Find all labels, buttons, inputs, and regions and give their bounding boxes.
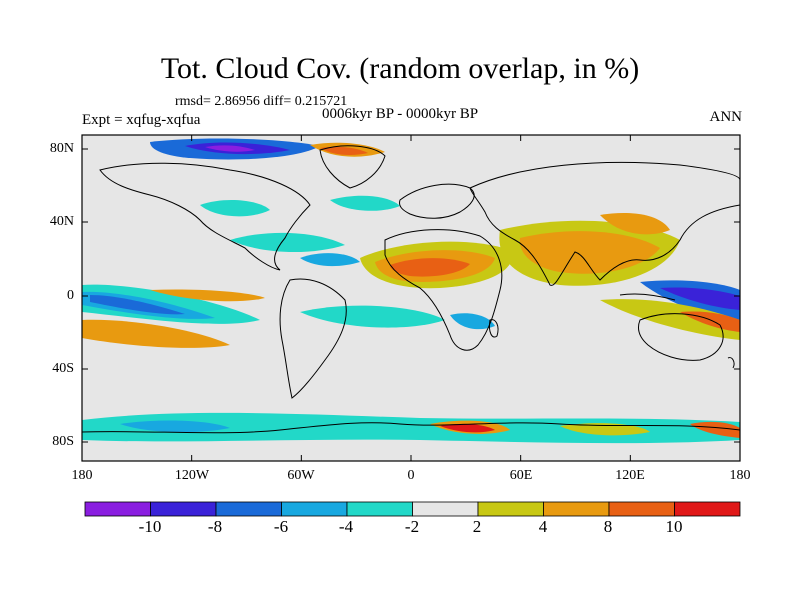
anomaly-sw-pacific-strong xyxy=(680,311,740,332)
colorbar-label-9: 10 xyxy=(665,517,683,536)
anomaly-w-pacific-strong xyxy=(660,287,740,310)
colorbar-box-5 xyxy=(346,501,413,517)
anomaly-asia-mid xyxy=(519,231,660,274)
colorbar-box-3 xyxy=(215,501,282,517)
coast-europe xyxy=(399,183,475,219)
coast-new-zealand xyxy=(727,357,735,369)
lon-label-120w: 120W xyxy=(174,468,210,483)
lat-label-40s: 40S xyxy=(52,361,74,376)
lon-label-180e: 180 xyxy=(729,468,751,483)
anomaly-southern-ocean-negative xyxy=(82,412,740,444)
lon-label-60e: 60E xyxy=(509,468,533,483)
colorbar-label-6: 2 xyxy=(472,517,482,536)
colorbar-label-3: -6 xyxy=(273,517,289,536)
axis-ticks xyxy=(81,135,741,461)
anomaly-natl-negative xyxy=(330,195,400,211)
colorbar-box-10 xyxy=(674,501,741,517)
anomaly-sw-pacific-positive xyxy=(600,299,740,340)
coast-antarctica xyxy=(82,422,740,434)
experiment-label: Expt = xqfug-xqfua xyxy=(82,112,201,128)
map-title: Tot. Cloud Cov. (random overlap, in %) xyxy=(160,52,640,85)
period-label: 0006kyr BP - 0000kyr BP xyxy=(322,106,479,122)
lat-label-80s: 80S xyxy=(52,434,74,449)
colorbar-label-5: -2 xyxy=(404,517,420,536)
anomaly-so-patch-2 xyxy=(560,423,650,436)
anomaly-sahel-strong xyxy=(390,258,470,277)
season-label: ANN xyxy=(709,109,743,125)
colorbar-label-2: -8 xyxy=(207,517,223,536)
anomaly-so-patch-3 xyxy=(690,421,740,438)
anomaly-china-mid xyxy=(600,212,670,235)
coast-asia xyxy=(469,161,740,286)
coast-south-america xyxy=(279,278,347,399)
anomaly-trop-pacific-weak xyxy=(82,284,260,324)
anomaly-itcz-positive xyxy=(150,289,265,302)
colorbar-label-7: 4 xyxy=(538,517,548,536)
anomaly-se-pacific-positive xyxy=(82,319,230,348)
coast-indonesia xyxy=(619,293,676,301)
anomaly-greenland-core xyxy=(320,146,368,156)
colorbar-box-4 xyxy=(281,501,348,517)
anomaly-caribbean-negative xyxy=(300,253,360,267)
lon-label-180w: 180 xyxy=(71,468,93,483)
lon-label-0: 0 xyxy=(407,468,415,483)
coast-madagascar xyxy=(489,319,499,338)
coast-north-america xyxy=(99,162,311,271)
colorbar-label-1: -10 xyxy=(138,517,162,536)
anomaly-trop-pacific-strong xyxy=(90,295,185,315)
colorbar-box-2 xyxy=(150,501,217,517)
anomaly-natl-subtrop-negative xyxy=(230,232,345,253)
lat-label-eq: 0 xyxy=(67,288,74,303)
coast-greenland xyxy=(319,145,386,189)
anomaly-w-pacific-negative xyxy=(640,280,740,320)
anomaly-arctic-core xyxy=(205,145,255,152)
colorbar-label-8: 8 xyxy=(603,517,613,536)
colorbar-box-1 xyxy=(84,501,151,517)
lon-label-60w: 60W xyxy=(287,468,315,483)
anomaly-antarctic-core xyxy=(440,423,495,433)
coast-australia xyxy=(637,313,724,361)
colorbar-label-4: -4 xyxy=(338,517,354,536)
colorbar-box-7 xyxy=(477,501,544,517)
lat-label-80n: 80N xyxy=(49,141,74,156)
coast-africa xyxy=(384,229,503,351)
colorbar-box-9 xyxy=(608,501,675,517)
rmsd-diff-stats: rmsd= 2.86956 diff= 0.215721 xyxy=(175,94,348,109)
colorbar-box-8 xyxy=(543,501,610,517)
anomaly-field xyxy=(82,138,740,444)
colorbar xyxy=(84,501,741,517)
anomaly-s-atlantic-negative xyxy=(300,305,445,328)
anomaly-so-patch-1 xyxy=(120,420,230,433)
lat-label-40n: 40N xyxy=(49,214,74,229)
colorbar-box-6 xyxy=(412,501,479,517)
lon-label-120e: 120E xyxy=(615,468,645,483)
coastlines xyxy=(82,145,740,434)
anomaly-npac-negative xyxy=(200,199,270,217)
anomaly-madagascar-negative xyxy=(450,313,495,330)
